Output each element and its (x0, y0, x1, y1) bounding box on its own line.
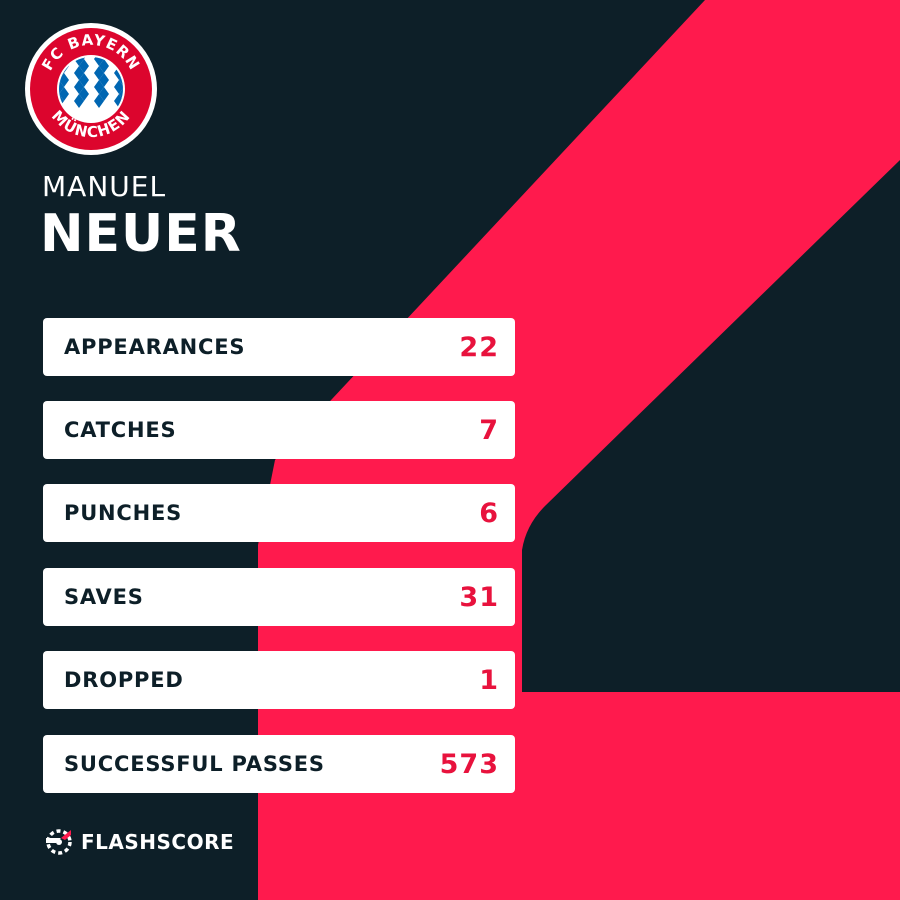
stat-label: SAVES (64, 585, 144, 609)
stat-value: 6 (479, 497, 499, 529)
stat-row-successful-passes: SUCCESSFUL PASSES 573 (43, 735, 515, 793)
stat-row-dropped: DROPPED 1 (43, 651, 515, 709)
stat-value: 31 (459, 581, 499, 613)
stat-value: 573 (439, 748, 499, 780)
stat-label: SUCCESSFUL PASSES (64, 752, 325, 776)
stat-row-catches: CATCHES 7 (43, 401, 515, 459)
stat-label: APPEARANCES (64, 335, 246, 359)
player-first-name: MANUEL (42, 170, 167, 203)
flashscore-wordmark: FLASHSCORE (81, 830, 235, 854)
stat-row-saves: SAVES 31 (43, 568, 515, 626)
stat-value: 1 (479, 664, 499, 696)
player-last-name: NEUER (40, 204, 242, 264)
flashscore-brand: FLASHSCORE (43, 826, 234, 858)
flashscore-logo-icon (46, 829, 72, 855)
stat-value: 7 (479, 414, 499, 446)
crest-lozenge (94, 94, 104, 108)
crest-lozenge (74, 94, 84, 108)
stat-label: CATCHES (64, 418, 177, 442)
stat-value: 22 (459, 331, 499, 363)
stat-label: PUNCHES (64, 501, 183, 525)
stat-row-punches: PUNCHES 6 (43, 484, 515, 542)
stat-row-appearances: APPEARANCES 22 (43, 318, 515, 376)
fc-bayern-crest: FC BAYERN MÜNCHEN (25, 23, 157, 155)
stat-label: DROPPED (64, 668, 184, 692)
